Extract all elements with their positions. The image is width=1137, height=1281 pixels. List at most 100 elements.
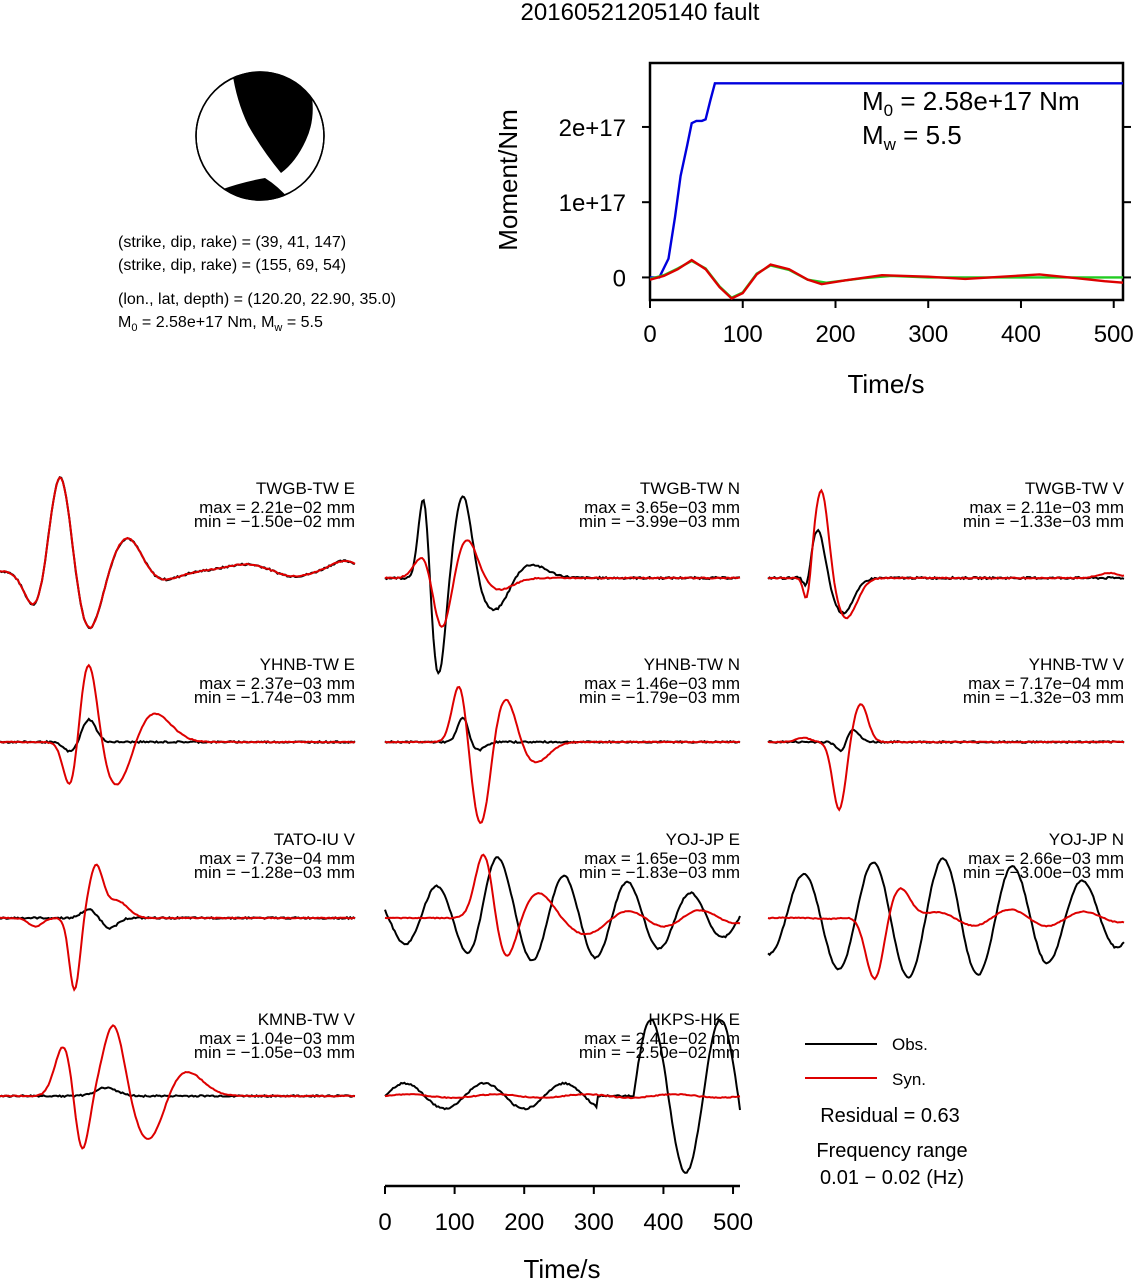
max-amplitude-label: max = 3.65e−03 mm bbox=[584, 498, 740, 517]
synthetic-trace bbox=[0, 1024, 356, 1150]
observed-trace bbox=[0, 717, 356, 753]
min-amplitude-label: min = −3.99e−03 mm bbox=[579, 512, 740, 531]
min-amplitude-label: min = −1.74e−03 mm bbox=[194, 688, 355, 707]
moment-ylabel: Moment/Nm bbox=[493, 109, 523, 251]
max-amplitude-label: max = 2.41e−02 mm bbox=[584, 1029, 740, 1048]
synthetic-trace bbox=[384, 539, 741, 628]
station-label: KMNB-TW V bbox=[258, 1010, 356, 1029]
moment-ytick-label: 2e+17 bbox=[559, 115, 626, 142]
moment-xtick-label: 500 bbox=[1094, 321, 1134, 348]
focal-info: (strike, dip, rake) = (39, 41, 147) (str… bbox=[118, 234, 396, 334]
legend-obs-label: Obs. bbox=[892, 1035, 928, 1054]
waveform-xlabel: Time/s bbox=[523, 1254, 600, 1281]
min-amplitude-label: min = −2.50e−02 mm bbox=[579, 1043, 740, 1062]
station-label: YOJ-JP E bbox=[666, 830, 740, 849]
observed-trace bbox=[384, 856, 741, 962]
waveform-xtick-label: 200 bbox=[504, 1209, 544, 1236]
station-label: TWGB-TW V bbox=[1025, 479, 1125, 498]
focal-mechanism-beachball bbox=[195, 71, 325, 201]
max-amplitude-label: max = 2.11e−03 mm bbox=[969, 498, 1124, 517]
beachball-compression-quadrant-lower bbox=[220, 178, 290, 200]
focal-line-4: M0 = 2.58e+17 Nm, Mw = 5.5 bbox=[118, 314, 323, 334]
min-amplitude-label: min = −1.50e−02 mm bbox=[194, 512, 355, 531]
synthetic-trace bbox=[384, 853, 741, 957]
min-amplitude-label: min = −1.05e−03 mm bbox=[194, 1043, 355, 1062]
moment-chart: 0 100 200 300 400 500 0 1e+17 2e+17 Moment/Nm Ti… bbox=[493, 61, 1134, 399]
waveform-xtick-label: 400 bbox=[643, 1209, 683, 1236]
moment-annotation-m0: M0 = 2.58e+17 Nm bbox=[862, 86, 1080, 120]
focal-line-2: (strike, dip, rake) = (155, 69, 54) bbox=[118, 257, 346, 274]
moment-series-cumulative bbox=[650, 82, 1123, 279]
moment-ytick-label: 1e+17 bbox=[559, 190, 626, 217]
legend-syn-label: Syn. bbox=[892, 1070, 926, 1089]
observed-trace bbox=[384, 1018, 741, 1174]
station-label: YHNB-TW E bbox=[260, 655, 355, 674]
max-amplitude-label: max = 1.04e−03 mm bbox=[199, 1029, 355, 1048]
frequency-range-value: 0.01 − 0.02 (Hz) bbox=[820, 1167, 964, 1189]
station-label: YHNB-TW V bbox=[1029, 655, 1125, 674]
waveform-xtick-label: 100 bbox=[435, 1209, 475, 1236]
moment-xtick-label: 200 bbox=[815, 321, 855, 348]
observed-trace bbox=[767, 528, 1125, 615]
synthetic-trace bbox=[0, 476, 356, 630]
min-amplitude-label: min = −1.79e−03 mm bbox=[579, 688, 740, 707]
station-label: YOJ-JP N bbox=[1049, 830, 1124, 849]
min-amplitude-label: min = −1.32e−03 mm bbox=[963, 688, 1124, 707]
residual-text: Residual = 0.63 bbox=[820, 1105, 960, 1127]
max-amplitude-label: max = 7.73e−04 mm bbox=[199, 849, 355, 868]
waveform-xtick-label: 0 bbox=[378, 1209, 391, 1236]
min-amplitude-label: min = −1.33e−03 mm bbox=[963, 512, 1124, 531]
station-label: TWGB-TW N bbox=[640, 479, 740, 498]
station-label: TATO-IU V bbox=[274, 830, 356, 849]
station-label: TWGB-TW E bbox=[256, 479, 355, 498]
synthetic-trace bbox=[767, 488, 1125, 620]
moment-series-rate-model bbox=[649, 259, 1123, 300]
min-amplitude-label: min = −1.28e−03 mm bbox=[194, 863, 355, 882]
waveform-xtick-label: 500 bbox=[713, 1209, 753, 1236]
observed-trace bbox=[767, 728, 1125, 753]
min-amplitude-label: min = −3.00e−03 mm bbox=[963, 863, 1124, 882]
moment-xtick-label: 100 bbox=[723, 321, 763, 348]
waveform-legend: Obs. Syn. Residual = 0.63 Frequency rang… bbox=[805, 1035, 968, 1189]
max-amplitude-label: max = 1.65e−03 mm bbox=[584, 849, 740, 868]
max-amplitude-label: max = 2.21e−02 mm bbox=[199, 498, 355, 517]
synthetic-trace bbox=[767, 887, 1125, 981]
max-amplitude-label: max = 2.37e−03 mm bbox=[199, 674, 355, 693]
waveform-time-axis: 0 100 200 300 400 500 Time/s bbox=[378, 1184, 753, 1281]
moment-chart-frame bbox=[648, 61, 1125, 302]
moment-series-rate-inverted bbox=[649, 258, 1124, 300]
beachball-compression-quadrant-upper bbox=[232, 72, 313, 173]
min-amplitude-label: min = −1.83e−03 mm bbox=[579, 863, 740, 882]
moment-annotation-mw: Mw = 5.5 bbox=[862, 120, 962, 154]
max-amplitude-label: max = 7.17e−04 mm bbox=[968, 674, 1124, 693]
moment-xtick-label: 400 bbox=[1001, 321, 1041, 348]
synthetic-trace bbox=[0, 663, 356, 786]
focal-line-1: (strike, dip, rake) = (39, 41, 147) bbox=[118, 234, 346, 251]
synthetic-trace bbox=[384, 1093, 741, 1100]
moment-xtick-label: 300 bbox=[908, 321, 948, 348]
figure-title: 20160521205140 fault bbox=[521, 0, 760, 26]
focal-line-3: (lon., lat, depth) = (120.20, 22.90, 35.… bbox=[118, 291, 396, 308]
waveform-xtick-label: 300 bbox=[574, 1209, 614, 1236]
max-amplitude-label: max = 2.66e−03 mm bbox=[968, 849, 1124, 868]
synthetic-trace bbox=[767, 703, 1125, 812]
frequency-range-label: Frequency range bbox=[816, 1140, 967, 1162]
moment-ytick-label: 0 bbox=[613, 265, 626, 292]
synthetic-trace bbox=[0, 863, 356, 992]
max-amplitude-label: max = 1.46e−03 mm bbox=[584, 674, 740, 693]
moment-xlabel: Time/s bbox=[847, 369, 924, 399]
moment-xtick-label: 0 bbox=[643, 321, 656, 348]
synthetic-trace bbox=[384, 685, 741, 825]
